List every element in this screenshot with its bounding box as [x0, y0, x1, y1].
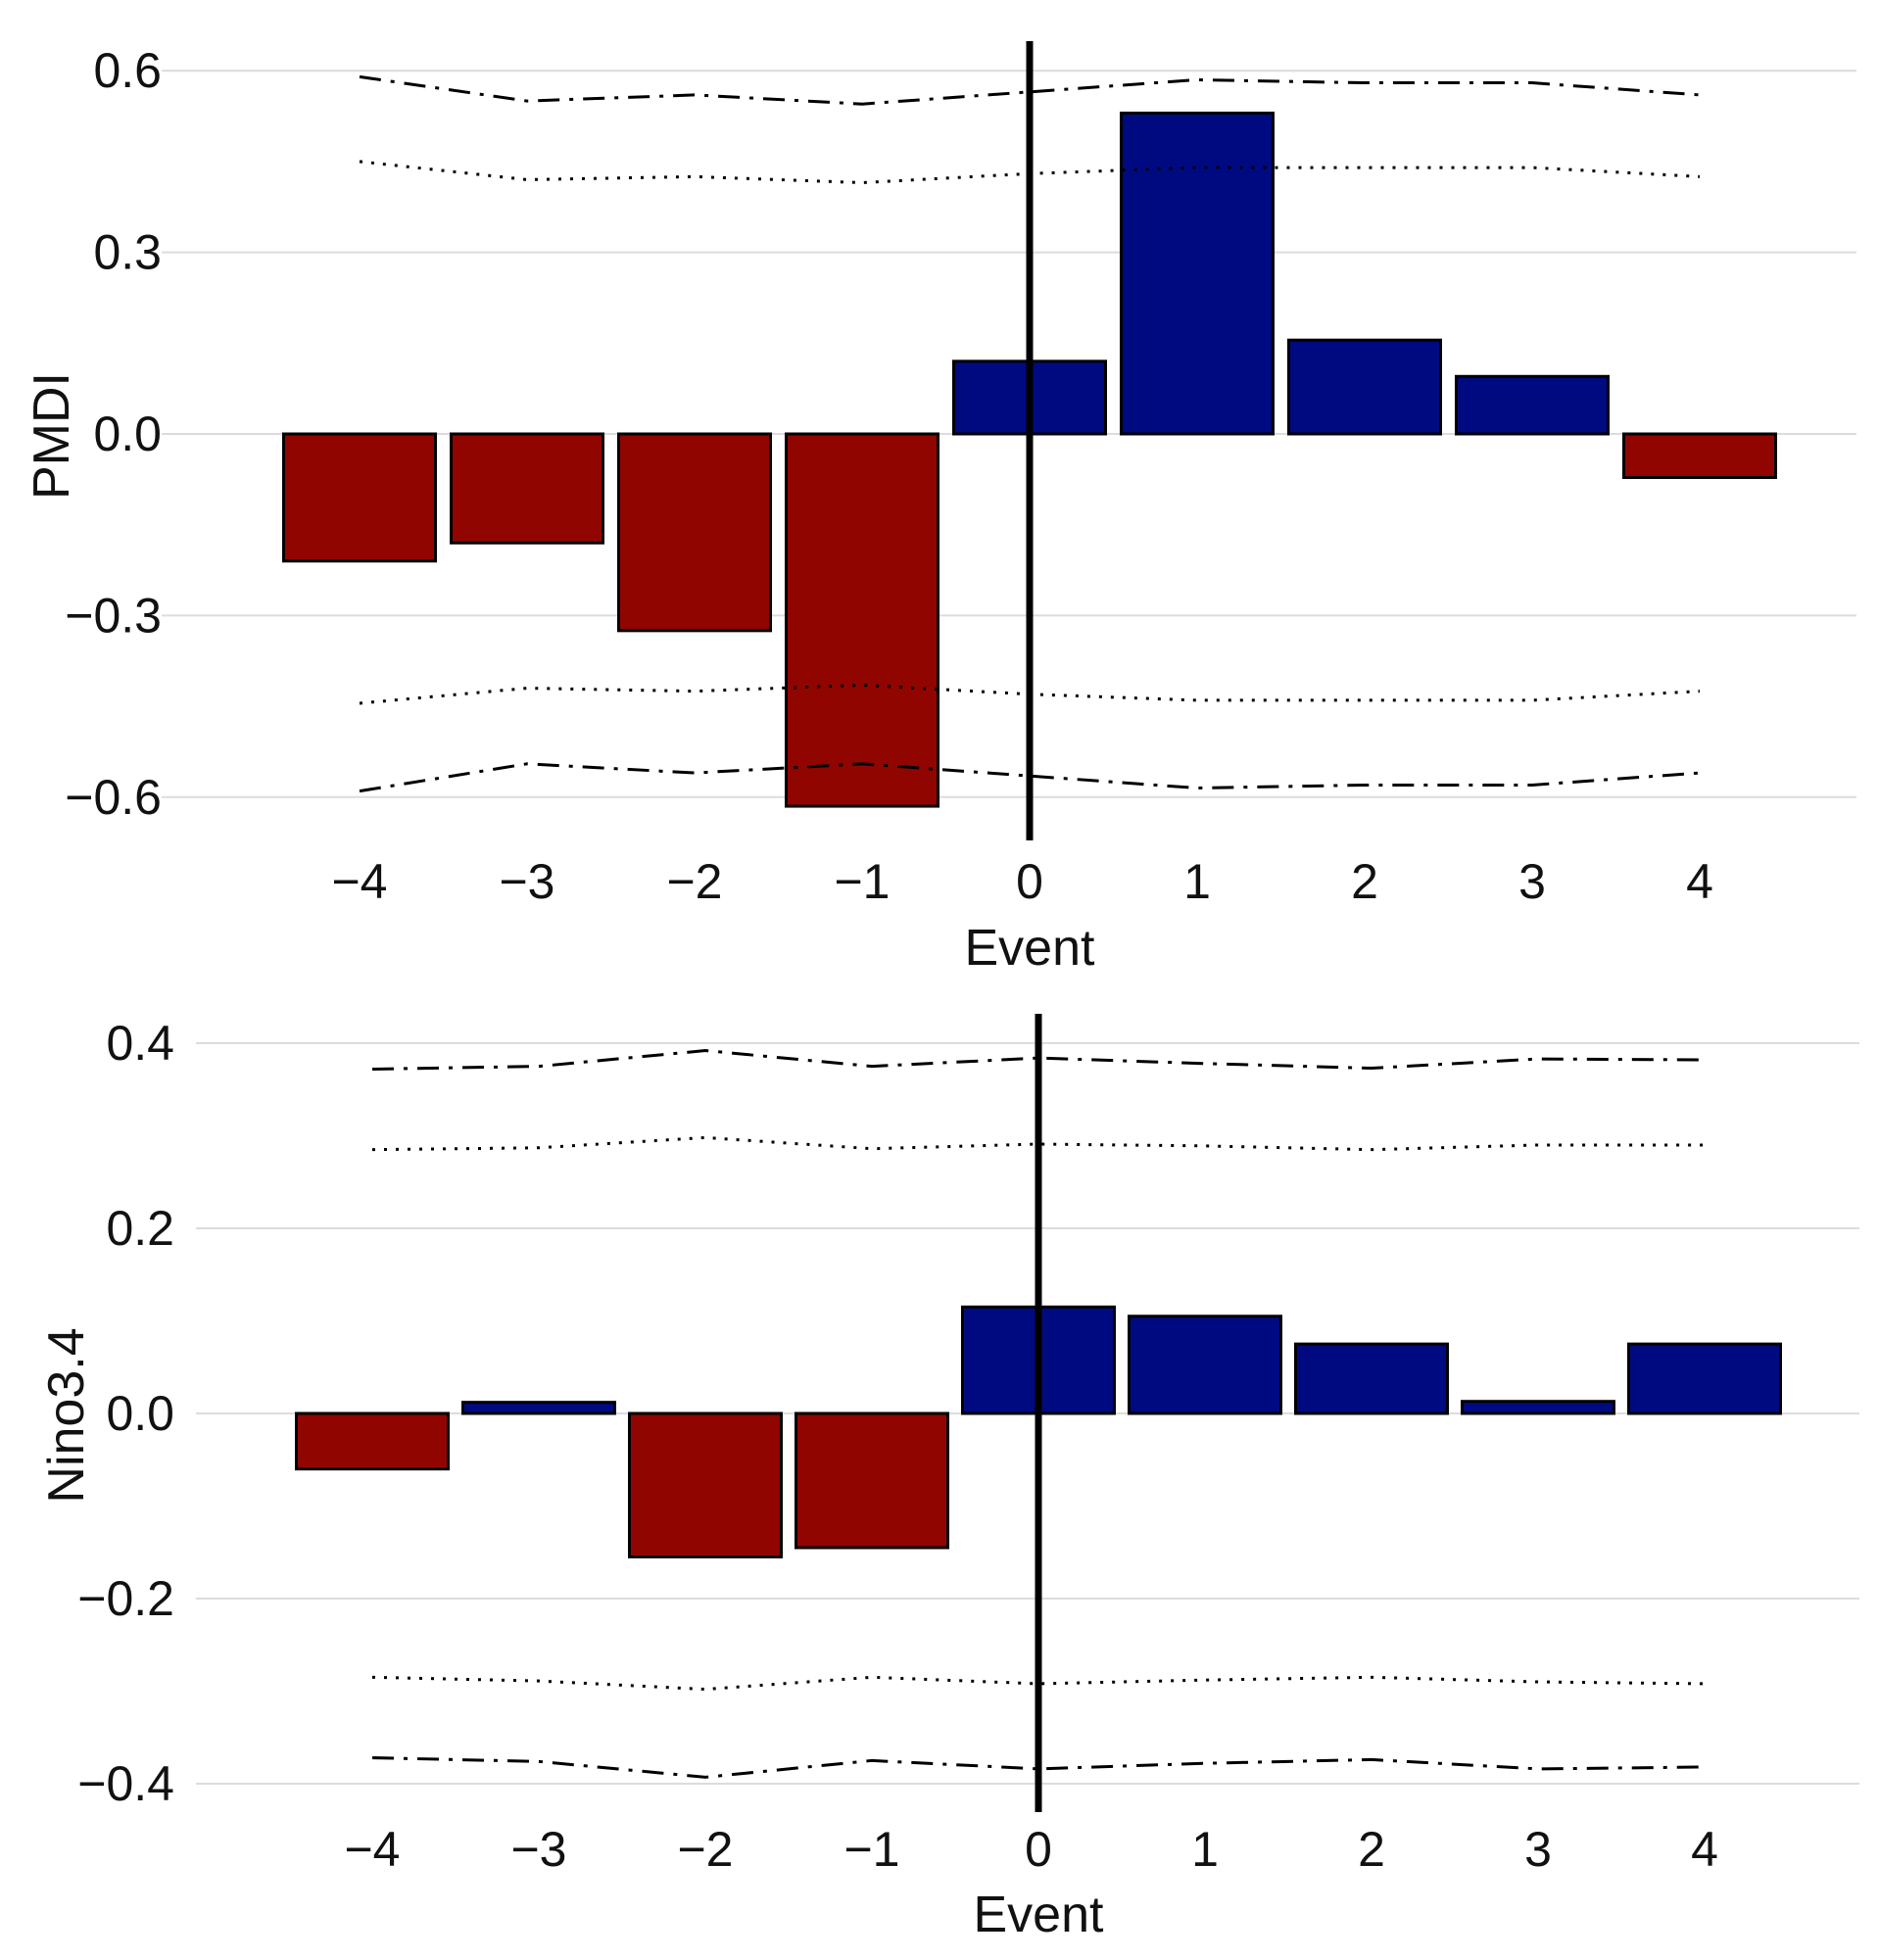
- nino34-y-tick-label: 0.0: [106, 1386, 174, 1441]
- pmdi-x-tick-label: 2: [1351, 854, 1378, 909]
- pmdi-x-tick-label: −3: [499, 854, 554, 909]
- pmdi-x-tick-label: −2: [666, 854, 722, 909]
- nino34-bar: [1294, 1342, 1449, 1415]
- pmdi-y-axis-title: PMDI: [24, 372, 80, 500]
- nino34-bar: [1461, 1400, 1615, 1415]
- pmdi-x-tick-label: 1: [1183, 854, 1211, 909]
- pmdi-bar: [450, 432, 604, 545]
- pmdi-x-tick-label: 0: [1016, 854, 1043, 909]
- nino34-x-tick-label: 4: [1691, 1822, 1718, 1877]
- pmdi-bar: [282, 432, 437, 563]
- pmdi-bar: [1120, 111, 1275, 436]
- pmdi-x-tick-labels: −4 −3 −2 −1 0 1 2 3 4: [331, 854, 1712, 909]
- nino34-bar: [295, 1411, 450, 1471]
- pmdi-bar: [785, 432, 939, 808]
- pmdi-bar: [1622, 432, 1777, 479]
- pmdi-bar: [1287, 338, 1442, 436]
- nino34-y-tick-labels: 0.4 0.2 0.0 −0.2 −0.4: [77, 1016, 174, 1811]
- nino34-y-axis-title: Nino3.4: [38, 1327, 95, 1503]
- nino34-x-tick-label: 0: [1025, 1822, 1052, 1877]
- pmdi-x-axis-title: Event: [965, 920, 1096, 977]
- nino34-bar: [795, 1411, 949, 1550]
- nino34-x-tick-label: −1: [843, 1822, 899, 1877]
- nino34-x-tick-label: −2: [677, 1822, 733, 1877]
- nino34-y-tick-label: −0.2: [77, 1571, 174, 1626]
- nino34-bar: [1627, 1342, 1782, 1415]
- nino34-y-tick-label: 0.2: [106, 1201, 174, 1256]
- pmdi-panel: 0.6 0.3 0.0 −0.3 −0.6 −4 −3 −2 −1 0 1 2 …: [24, 41, 1856, 977]
- nino34-x-tick-label: 3: [1524, 1822, 1552, 1877]
- pmdi-y-tick-label: 0.3: [93, 225, 162, 280]
- nino34-y-tick-label: 0.4: [106, 1016, 174, 1071]
- nino34-x-axis-title: Event: [974, 1887, 1105, 1943]
- pmdi-y-tick-label: 0.6: [93, 43, 162, 98]
- nino34-panel: 0.4 0.2 0.0 −0.2 −0.4 −4 −3 −2 −1 0 1 2 …: [38, 1014, 1859, 1943]
- nino34-x-tick-label: 2: [1358, 1822, 1385, 1877]
- nino34-bar: [461, 1401, 616, 1415]
- pmdi-y-tick-labels: 0.6 0.3 0.0 −0.3 −0.6: [65, 43, 162, 825]
- pmdi-y-tick-label: −0.3: [65, 588, 162, 643]
- pmdi-y-tick-label: 0.0: [93, 406, 162, 461]
- nino34-x-tick-label: −3: [510, 1822, 566, 1877]
- pmdi-x-tick-label: −4: [331, 854, 387, 909]
- pmdi-confidence-band: [359, 762, 1701, 793]
- nino34-x-tick-label: 1: [1191, 1822, 1219, 1877]
- nino34-x-tick-label: −4: [344, 1822, 400, 1877]
- pmdi-y-tick-label: −0.6: [65, 770, 162, 825]
- nino34-bar: [1128, 1315, 1282, 1415]
- pmdi-x-tick-label: 3: [1518, 854, 1546, 909]
- nino34-bar: [628, 1411, 783, 1558]
- pmdi-x-tick-label: −1: [834, 854, 890, 909]
- nino34-x-tick-labels: −4 −3 −2 −1 0 1 2 3 4: [344, 1822, 1717, 1877]
- pmdi-bar: [1455, 374, 1610, 436]
- pmdi-x-tick-label: 4: [1686, 854, 1713, 909]
- nino34-y-tick-label: −0.4: [77, 1756, 174, 1811]
- pmdi-bars: [282, 111, 1777, 808]
- pmdi-bar: [617, 432, 772, 633]
